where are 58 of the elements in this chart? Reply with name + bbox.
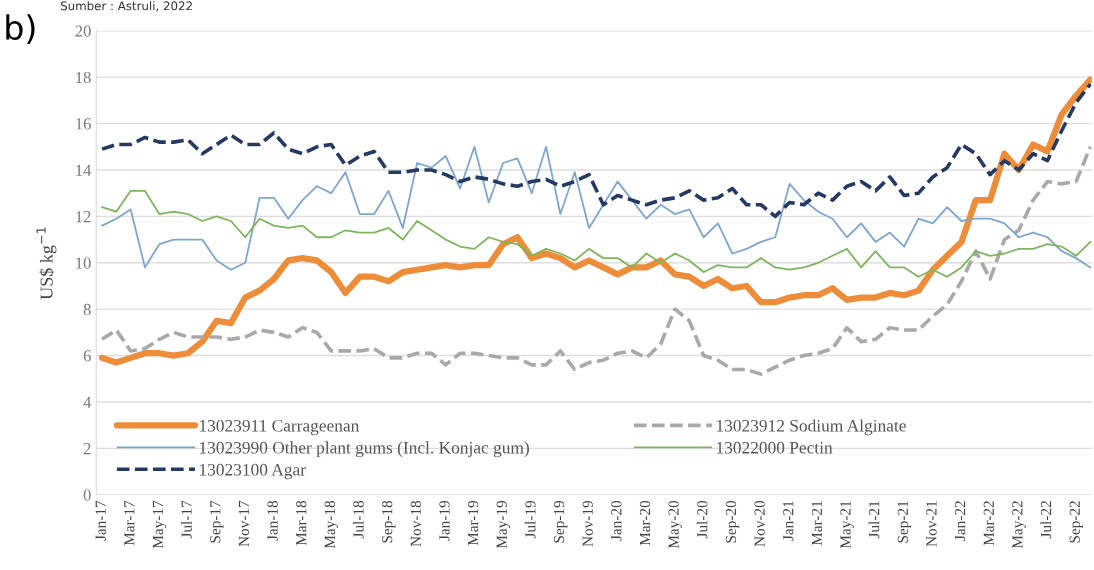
line-series (100, 144, 1092, 376)
x-tick-label: Nov-19 (582, 500, 593, 547)
y-tick-label: 8 (83, 303, 91, 316)
x-tick-label: May-20 (668, 500, 682, 549)
line-series (100, 82, 1092, 219)
x-tick-label: Mar-20 (639, 500, 651, 546)
legend-label: 13023912 Sodium Alginate (717, 419, 906, 436)
x-tick-label: Jan-18 (267, 500, 278, 541)
y-tick-label: 4 (83, 396, 92, 408)
x-tick-label: Jul-19 (524, 500, 536, 539)
x-tick-label: Mar-19 (467, 500, 479, 546)
x-tick-label: Nov-21 (926, 501, 937, 547)
x-tick-label: Jul-22 (1040, 501, 1052, 539)
text: Sumber : Astruli, 2022 (60, 1, 192, 12)
legend-label: 13023911 Carrageenan (200, 419, 360, 436)
x-tick-label: May-19 (496, 500, 511, 549)
y-tick-label: 20 (75, 25, 91, 37)
text: b) (6, 14, 35, 44)
y-tick-label: 6 (83, 350, 91, 362)
line-series (101, 189, 1092, 278)
y-tick-label: 2 (83, 443, 91, 455)
x-tick-label: Mar-22 (983, 501, 994, 546)
x-tick-label: Sep-21 (897, 501, 912, 543)
x-tick-label: Mar-21 (811, 501, 823, 546)
x-tick-label: Nov-20 (754, 500, 765, 547)
x-tick-label: Sep-17 (210, 500, 224, 543)
x-tick-label: Nov-17 (238, 500, 250, 547)
x-tick-label: May-18 (324, 500, 339, 549)
x-tick-label: Mar-17 (124, 500, 135, 546)
x-tick-label: Jan-19 (439, 500, 450, 541)
x-tick-label: Jan-22 (955, 501, 966, 541)
x-tick-label: Nov-18 (410, 500, 421, 547)
y-tick-label: 10 (76, 257, 91, 269)
x-tick-label: Jul-18 (352, 500, 364, 539)
x-tick-label: Sep-20 (725, 500, 740, 543)
legend-label: 13023100 Agar (200, 463, 306, 480)
y-tick-label: 18 (76, 71, 91, 84)
x-tick-label: Jan-21 (783, 501, 794, 541)
x-tick-label: Jul-17 (181, 500, 192, 539)
x-tick-label: May-21 (840, 501, 854, 549)
x-tick-label: May-17 (152, 500, 167, 549)
x-tick-label: Jan-20 (611, 500, 622, 541)
x-tick-label: May-22 (1012, 501, 1026, 549)
y-tick-label: 14 (76, 164, 92, 176)
legend-label: 13022000 Pectin (717, 441, 833, 454)
y-tick-label: 0 (83, 489, 91, 501)
line-series (101, 145, 1092, 271)
x-tick-label: Sep-18 (382, 500, 396, 543)
x-tick-label: Jan-17 (95, 500, 106, 541)
y-tick-label: 12 (76, 211, 91, 223)
x-tick-label: Sep-22 (1069, 501, 1083, 543)
x-tick-label: Sep-19 (553, 500, 568, 543)
y-axis-title: US$ kg$^{−1}$ (36, 227, 57, 300)
y-tick-label: 16 (76, 118, 91, 130)
x-tick-label: Jul-20 (696, 500, 708, 539)
x-tick-label: Jul-21 (868, 501, 880, 539)
x-tick-label: Mar-18 (296, 500, 307, 546)
legend-label: 13023990 Other plant gums (Incl. Konjac gum) (200, 441, 529, 458)
